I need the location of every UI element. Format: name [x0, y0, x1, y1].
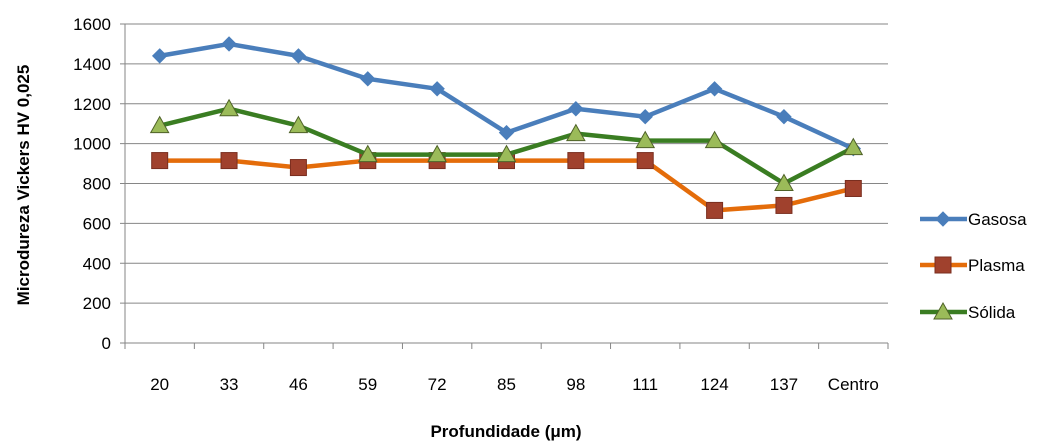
data-point [288, 115, 309, 134]
legend-label: Sólida [968, 303, 1016, 322]
data-point [775, 196, 793, 214]
data-point [637, 109, 653, 125]
x-tick-label: 59 [358, 375, 377, 394]
y-tick-label: 1200 [73, 95, 111, 114]
x-tick-label: 72 [428, 375, 447, 394]
x-tick-label: 85 [497, 375, 516, 394]
series-gasosa [151, 36, 862, 157]
data-point [567, 152, 585, 170]
legend-label: Gasosa [968, 210, 1027, 229]
legend-marker [933, 301, 953, 320]
data-point [427, 144, 447, 163]
data-point [844, 179, 862, 197]
data-point [843, 137, 864, 156]
data-point [429, 81, 445, 97]
legend-marker [934, 256, 952, 274]
x-tick-label: 46 [289, 375, 308, 394]
legend-item: Plasma [920, 256, 1025, 275]
y-tick-label: 800 [83, 175, 111, 194]
data-point [221, 36, 237, 52]
data-point [219, 98, 239, 117]
data-point [636, 152, 654, 170]
x-tick-label: 98 [566, 375, 585, 394]
data-point [706, 81, 723, 97]
x-tick-label: 20 [150, 375, 169, 394]
x-axis-title: Profundidade (μm) [430, 422, 581, 441]
legend: Gasosa Plasma Sólida [920, 210, 1027, 322]
series-sólida [149, 98, 864, 191]
y-tick-label: 1600 [73, 15, 111, 34]
y-tick-label: 200 [83, 294, 111, 313]
legend-label: Plasma [968, 256, 1025, 275]
x-tick-label: 111 [632, 375, 658, 394]
data-point [360, 71, 376, 87]
data-point [151, 152, 169, 170]
data-point [357, 144, 378, 163]
data-point [496, 144, 517, 163]
y-tick-label: 400 [83, 254, 111, 273]
y-tick-label: 600 [83, 214, 111, 233]
x-tick-label: Centro [828, 375, 879, 394]
x-tick-label: 33 [220, 375, 239, 394]
data-point [220, 152, 238, 170]
data-point [151, 48, 168, 64]
data-point [706, 201, 724, 219]
data-point [498, 124, 515, 141]
y-tick-label: 0 [102, 334, 111, 353]
series-plasma [151, 152, 862, 219]
y-tick-label: 1000 [73, 135, 111, 154]
data-point [566, 123, 586, 142]
y-axis-title: Microdureza Vickers HV 0,025 [14, 65, 33, 306]
series-layer [149, 36, 864, 219]
y-tick-label: 1400 [73, 55, 111, 74]
data-point [149, 115, 170, 134]
x-tick-label: 137 [770, 375, 798, 394]
x-tick-label: 124 [700, 375, 728, 394]
data-point [774, 173, 794, 191]
legend-item: Sólida [920, 301, 1016, 322]
legend-marker [935, 211, 951, 227]
data-point [290, 48, 307, 64]
data-point [635, 130, 656, 149]
data-point [289, 159, 307, 177]
y-tick-labels: 0 200 400 600 800 1000 1200 1400 1600 [73, 15, 111, 353]
axes [120, 23, 889, 349]
gridlines [125, 23, 888, 304]
data-point [704, 130, 725, 149]
data-point [568, 101, 584, 117]
data-point [776, 109, 792, 125]
x-tick-labels: 20 33 46 59 72 85 98 111 124 137 Centro [150, 375, 879, 394]
legend-item: Gasosa [920, 210, 1027, 229]
